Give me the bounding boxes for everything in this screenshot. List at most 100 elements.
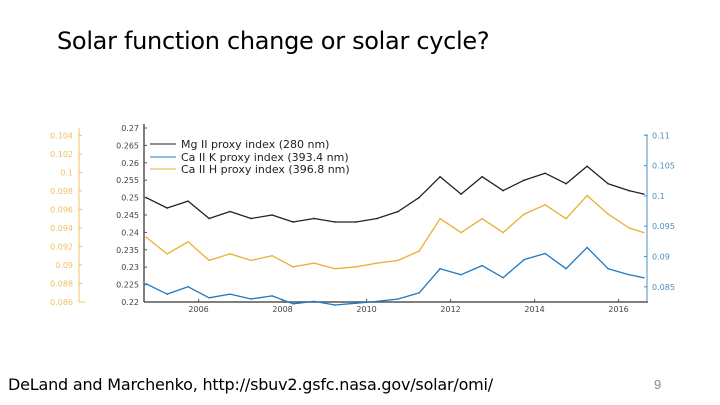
data-point-ca-ii-h: [523, 213, 525, 215]
left-y-tick-label: 0.255: [116, 176, 139, 185]
data-point-ca-ii-k: [397, 298, 399, 300]
data-point-ca-ii-k: [250, 298, 252, 300]
data-point-ca-ii-h: [643, 231, 645, 234]
data-point-ca-ii-k: [334, 304, 336, 306]
data-point-ca-ii-h: [355, 266, 357, 268]
data-point-mg-ii: [439, 175, 441, 178]
data-point-mg-ii: [502, 189, 504, 192]
citation-footer: DeLand and Marchenko, http://sbuv2.gsfc.…: [8, 375, 493, 394]
data-point-ca-ii-k: [229, 293, 231, 295]
x-tick-label: 2008: [272, 305, 292, 314]
data-point-ca-ii-k: [460, 273, 462, 276]
data-point-ca-ii-h: [313, 262, 315, 264]
data-point-mg-ii: [586, 165, 588, 168]
data-point-mg-ii: [481, 175, 483, 178]
data-point-mg-ii: [292, 221, 294, 223]
data-point-ca-ii-k: [187, 286, 189, 288]
data-point-ca-ii-h: [229, 253, 231, 255]
x-tick-label: 2014: [524, 305, 544, 314]
far-left-y-tick-label: 0.104: [50, 131, 73, 140]
x-tick-label: 2012: [440, 305, 460, 314]
data-point-ca-ii-k: [313, 300, 315, 303]
left-y-tick-label: 0.25: [121, 194, 139, 203]
data-point-mg-ii: [565, 182, 567, 185]
far-left-y-tick-label: 0.09: [55, 261, 73, 270]
series-line-ca-ii-k: [145, 246, 644, 306]
data-point-ca-ii-k: [502, 276, 504, 279]
data-point-ca-ii-h: [565, 217, 567, 220]
data-point-ca-ii-k: [145, 283, 147, 285]
data-point-ca-ii-k: [481, 264, 483, 267]
data-point-mg-ii: [145, 196, 147, 199]
data-point-ca-ii-h: [586, 194, 588, 197]
left-y-tick-label: 0.22: [121, 298, 139, 307]
data-point-mg-ii: [229, 210, 231, 213]
data-point-ca-ii-k: [292, 303, 294, 305]
data-point-ca-ii-k: [628, 273, 630, 276]
right-y-tick-label: 0.085: [652, 283, 675, 292]
data-point-mg-ii: [208, 217, 210, 220]
data-point-ca-ii-h: [439, 217, 441, 220]
data-point-ca-ii-k: [607, 267, 609, 270]
data-point-ca-ii-h: [187, 241, 189, 243]
series-line-ca-ii-h: [145, 194, 644, 270]
data-point-mg-ii: [628, 189, 630, 192]
legend: Mg II proxy index (280 nm) Ca II K proxy…: [150, 138, 350, 176]
data-point-mg-ii: [643, 193, 645, 195]
data-point-mg-ii: [313, 217, 315, 220]
data-point-ca-ii-k: [565, 267, 567, 270]
legend-label-cak: Ca II K proxy index (393.4 nm): [181, 151, 349, 164]
data-point-ca-ii-h: [502, 231, 504, 234]
data-point-mg-ii: [607, 182, 609, 185]
data-point-ca-ii-k: [355, 302, 357, 305]
data-point-ca-ii-h: [418, 250, 420, 252]
left-y-tick-label: 0.235: [116, 246, 139, 255]
left-y-tick-label: 0.23: [121, 263, 139, 272]
data-point-ca-ii-h: [250, 259, 252, 262]
data-point-ca-ii-k: [586, 246, 588, 249]
data-point-mg-ii: [397, 210, 399, 213]
right-y-tick-label: 0.105: [652, 162, 675, 171]
data-point-mg-ii: [250, 217, 252, 220]
far-left-y-tick-label: 0.094: [50, 224, 73, 233]
right-y-tick-label: 0.095: [652, 222, 675, 231]
data-point-ca-ii-h: [376, 262, 378, 264]
legend-label-mg: Mg II proxy index (280 nm): [181, 138, 329, 151]
data-point-ca-ii-k: [376, 300, 378, 303]
data-point-ca-ii-h: [292, 266, 294, 268]
data-point-ca-ii-h: [460, 231, 462, 234]
far-left-y-tick-label: 0.092: [50, 242, 73, 251]
data-point-ca-ii-h: [166, 253, 168, 255]
slide-title: Solar function change or solar cycle?: [57, 27, 490, 55]
data-point-mg-ii: [166, 207, 168, 209]
data-point-mg-ii: [544, 172, 546, 175]
page-number: 9: [654, 377, 662, 392]
data-point-mg-ii: [523, 179, 525, 181]
data-point-ca-ii-h: [628, 227, 630, 229]
data-point-ca-ii-k: [643, 276, 645, 279]
far-left-y-tick-label: 0.096: [50, 205, 73, 214]
data-point-ca-ii-h: [481, 217, 483, 220]
left-y-tick-label: 0.225: [116, 281, 139, 290]
data-point-ca-ii-k: [418, 292, 420, 294]
data-point-ca-ii-h: [607, 213, 609, 215]
data-point-ca-ii-k: [166, 293, 168, 295]
data-point-ca-ii-h: [145, 236, 147, 239]
left-y-tick-label: 0.265: [116, 141, 139, 150]
data-point-ca-ii-h: [544, 204, 546, 206]
legend-label-cah: Ca II H proxy index (396.8 nm): [181, 163, 350, 176]
data-point-mg-ii: [460, 193, 462, 195]
left-y-tick-label: 0.245: [116, 211, 139, 220]
right-y-tick-label: 0.1: [652, 192, 665, 201]
far-left-y-tick-label: 0.1: [60, 168, 73, 177]
data-point-ca-ii-h: [397, 259, 399, 262]
data-point-ca-ii-h: [334, 267, 336, 270]
data-point-ca-ii-k: [271, 295, 273, 297]
x-tick-label: 2010: [356, 305, 376, 314]
far-left-y-tick-label: 0.086: [50, 298, 73, 307]
right-y-tick-label: 0.11: [652, 131, 670, 140]
data-point-mg-ii: [418, 196, 420, 199]
x-tick-label: 2006: [188, 305, 208, 314]
left-y-tick-label: 0.27: [121, 124, 139, 133]
